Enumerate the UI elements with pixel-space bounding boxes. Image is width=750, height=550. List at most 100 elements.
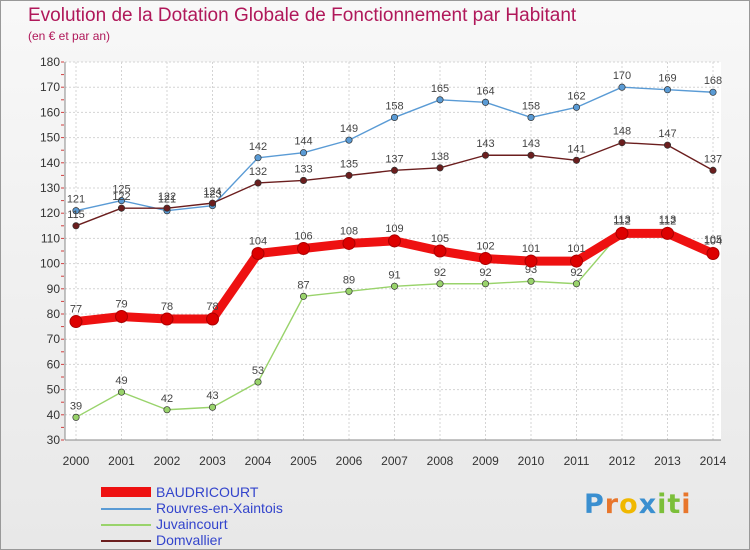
data-point bbox=[299, 292, 308, 300]
data-label: 78 bbox=[206, 301, 218, 313]
y-tick-label: 100 bbox=[40, 257, 60, 271]
y-tick-label: 130 bbox=[40, 181, 60, 195]
x-tick-label: 2001 bbox=[108, 454, 135, 468]
data-label: 77 bbox=[70, 304, 82, 316]
data-label: 112 bbox=[613, 215, 631, 227]
x-tick-label: 2000 bbox=[63, 454, 90, 468]
data-label: 93 bbox=[525, 264, 537, 276]
data-point bbox=[615, 226, 629, 240]
data-label: 49 bbox=[115, 375, 127, 387]
data-point bbox=[479, 252, 492, 266]
data-label: 87 bbox=[297, 279, 309, 291]
data-point bbox=[72, 413, 80, 421]
y-tick-label: 110 bbox=[41, 231, 60, 245]
data-label: 147 bbox=[658, 128, 676, 140]
data-point bbox=[436, 280, 444, 288]
legend-swatch bbox=[101, 540, 151, 542]
y-tick-label: 180 bbox=[40, 55, 60, 69]
data-point bbox=[436, 164, 444, 172]
logo-letter: t bbox=[667, 489, 682, 520]
logo-letter: P bbox=[584, 489, 605, 520]
data-label: 170 bbox=[613, 70, 631, 82]
data-point bbox=[72, 222, 80, 230]
data-point bbox=[388, 234, 401, 248]
x-tick-label: 2009 bbox=[472, 454, 499, 468]
chart-subtitle: (en € et par an) bbox=[28, 29, 111, 43]
data-label: 113 bbox=[613, 214, 631, 226]
data-label: 137 bbox=[704, 153, 722, 165]
data-point bbox=[706, 247, 720, 261]
data-point bbox=[72, 207, 80, 215]
data-label: 101 bbox=[522, 243, 540, 255]
y-tick-label: 170 bbox=[40, 80, 60, 94]
legend-swatch bbox=[101, 524, 151, 526]
data-point bbox=[117, 204, 126, 212]
data-label: 141 bbox=[567, 143, 585, 155]
legend-swatch bbox=[101, 508, 151, 510]
data-label: 168 bbox=[704, 75, 722, 87]
data-label: 122 bbox=[158, 191, 176, 203]
data-point bbox=[345, 287, 353, 295]
data-label: 158 bbox=[385, 100, 403, 112]
data-point bbox=[436, 96, 444, 104]
data-point bbox=[299, 149, 308, 157]
data-point bbox=[117, 388, 126, 396]
x-tick-label: 2002 bbox=[154, 454, 181, 468]
y-tick-label: 50 bbox=[47, 383, 61, 397]
x-tick-label: 2014 bbox=[700, 454, 727, 468]
data-point bbox=[206, 312, 219, 326]
data-label: 42 bbox=[161, 393, 173, 405]
data-point bbox=[115, 310, 128, 324]
data-label: 143 bbox=[522, 138, 540, 150]
data-point bbox=[663, 86, 672, 94]
y-tick-label: 120 bbox=[40, 206, 60, 220]
x-tick-label: 2008 bbox=[427, 454, 454, 468]
legend-swatch bbox=[101, 487, 151, 497]
x-tick-label: 2013 bbox=[654, 454, 681, 468]
data-point bbox=[342, 236, 356, 250]
data-label: 137 bbox=[385, 153, 403, 165]
data-point bbox=[709, 88, 717, 96]
logo-letter: i bbox=[657, 489, 668, 520]
x-tick-label: 2011 bbox=[564, 454, 590, 468]
data-label: 148 bbox=[613, 126, 631, 138]
data-label: 138 bbox=[431, 151, 449, 163]
data-label: 132 bbox=[249, 166, 267, 178]
data-point bbox=[527, 151, 535, 159]
data-point bbox=[163, 204, 171, 212]
data-point bbox=[572, 103, 581, 111]
data-label: 112 bbox=[659, 215, 677, 227]
x-tick-label: 2005 bbox=[290, 454, 317, 468]
data-label: 92 bbox=[570, 267, 582, 279]
chart-title: Evolution de la Dotation Globale de Fonc… bbox=[28, 5, 577, 26]
data-label: 43 bbox=[206, 390, 218, 402]
data-label: 142 bbox=[249, 141, 267, 153]
data-label: 104 bbox=[704, 236, 722, 248]
series-rouvres-en-xaintois: 121 125 121 123 142 144 149 158 165 164 158 162 170 1… bbox=[67, 70, 722, 215]
data-point bbox=[663, 141, 672, 149]
y-tick-label: 30 bbox=[47, 433, 61, 447]
data-label: 53 bbox=[252, 365, 264, 377]
y-tick-label: 80 bbox=[47, 307, 61, 321]
y-tick-label: 40 bbox=[47, 408, 61, 422]
data-label: 164 bbox=[476, 85, 494, 97]
data-point bbox=[160, 312, 174, 326]
data-label: 158 bbox=[522, 100, 540, 112]
data-label: 91 bbox=[388, 269, 400, 281]
data-point bbox=[345, 171, 353, 179]
data-label: 124 bbox=[203, 186, 221, 198]
data-point bbox=[254, 378, 262, 386]
data-label: 143 bbox=[476, 138, 494, 150]
data-label: 125 bbox=[112, 184, 130, 196]
data-label: 102 bbox=[476, 241, 494, 253]
data-label: 78 bbox=[161, 301, 173, 313]
data-point bbox=[208, 199, 217, 207]
data-point bbox=[481, 151, 490, 159]
data-label: 169 bbox=[658, 73, 676, 85]
x-tick-label: 2003 bbox=[199, 454, 226, 468]
data-point bbox=[570, 254, 583, 268]
data-label: 89 bbox=[343, 274, 355, 286]
data-label: 133 bbox=[294, 163, 312, 175]
